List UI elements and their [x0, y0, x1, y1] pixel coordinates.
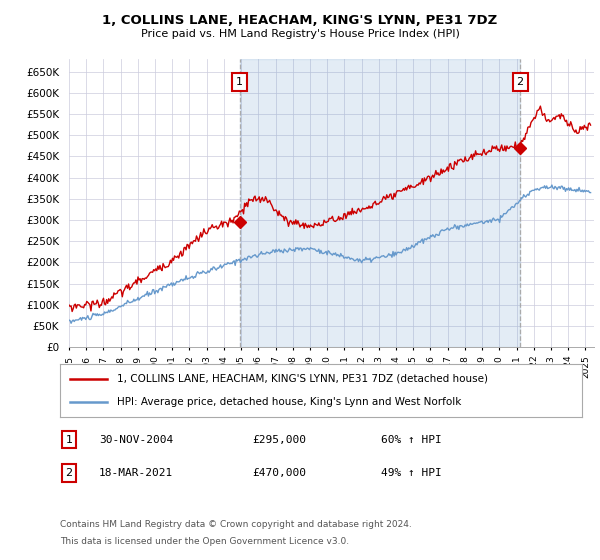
- Text: £470,000: £470,000: [252, 468, 306, 478]
- Text: 60% ↑ HPI: 60% ↑ HPI: [381, 435, 442, 445]
- Text: 2: 2: [65, 468, 73, 478]
- Text: 1, COLLINS LANE, HEACHAM, KING'S LYNN, PE31 7DZ (detached house): 1, COLLINS LANE, HEACHAM, KING'S LYNN, P…: [118, 374, 488, 384]
- Text: 1, COLLINS LANE, HEACHAM, KING'S LYNN, PE31 7DZ: 1, COLLINS LANE, HEACHAM, KING'S LYNN, P…: [103, 14, 497, 27]
- Text: Price paid vs. HM Land Registry's House Price Index (HPI): Price paid vs. HM Land Registry's House …: [140, 29, 460, 39]
- Text: £295,000: £295,000: [252, 435, 306, 445]
- Text: 2: 2: [517, 77, 524, 87]
- Text: This data is licensed under the Open Government Licence v3.0.: This data is licensed under the Open Gov…: [60, 537, 349, 546]
- Text: HPI: Average price, detached house, King's Lynn and West Norfolk: HPI: Average price, detached house, King…: [118, 397, 462, 407]
- Text: 30-NOV-2004: 30-NOV-2004: [99, 435, 173, 445]
- Bar: [240, 59, 520, 347]
- Text: 1: 1: [65, 435, 73, 445]
- Text: 49% ↑ HPI: 49% ↑ HPI: [381, 468, 442, 478]
- Text: Contains HM Land Registry data © Crown copyright and database right 2024.: Contains HM Land Registry data © Crown c…: [60, 520, 412, 529]
- Text: 1: 1: [236, 77, 243, 87]
- Text: 18-MAR-2021: 18-MAR-2021: [99, 468, 173, 478]
